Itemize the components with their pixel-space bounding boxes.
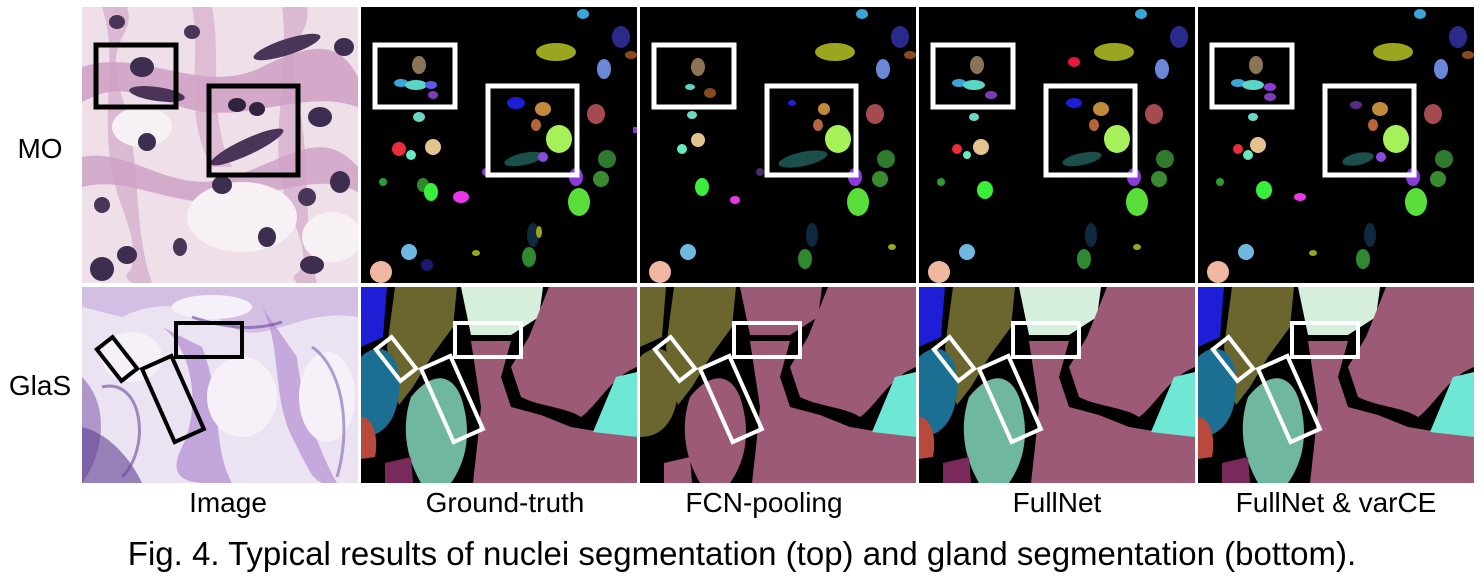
highlight-box [485,83,580,178]
mo-image-panel [82,7,358,283]
glas-fullnet-segmentation [919,287,1195,483]
highlight-box [1255,353,1323,445]
highlight-box [1043,83,1138,178]
highlight-box [1290,321,1360,359]
highlight-box [174,321,244,359]
glas-fullnet-varce-panel [1198,287,1474,483]
highlight-box [651,42,737,110]
column-label-image: Image [189,487,267,518]
highlight-box [764,83,859,178]
highlight-box [453,321,523,359]
mo-fullnet-varce-panel [1198,7,1474,283]
highlight-box [651,334,699,384]
glas-fullnet-varce-segmentation [1198,287,1474,483]
mo-fullnet-segmentation [919,7,1195,283]
glas-fcn-pooling-segmentation [640,287,916,483]
mo-fullnet-varce-segmentation [1198,7,1474,283]
column-label-fullnet-varce: FullNet & varCE [1235,487,1437,518]
column-label-fcn-pooling: FCN-pooling [685,487,843,518]
glas-fullnet-panel [919,287,1195,483]
row-label-mo: MO [17,133,63,164]
highlight-box [1209,42,1295,110]
highlight-box [1011,321,1081,359]
highlight-box [930,42,1016,110]
highlight-box [139,353,207,445]
glas-fcn-pooling-panel [640,287,916,483]
highlight-box [697,353,765,445]
highlight-box [930,334,978,384]
mo-histology-image [82,7,358,283]
mo-ground-truth-panel [361,7,637,283]
highlight-box [372,334,420,384]
column-label-ground-truth: Ground-truth [425,487,585,518]
glas-ground-truth-segmentation [361,287,637,483]
column-label-fullnet: FullNet [1012,487,1102,518]
highlight-box [732,321,802,359]
mo-fullnet-panel [919,7,1195,283]
mo-fcn-pooling-segmentation [640,7,916,283]
mo-fcn-pooling-panel [640,7,916,283]
glas-ground-truth-panel [361,287,637,483]
glas-histology-image [82,287,358,483]
highlight-box [206,83,301,178]
highlight-box [1209,334,1257,384]
highlight-box [418,353,486,445]
highlight-box [1322,83,1417,178]
mo-ground-truth-segmentation [361,7,637,283]
highlight-box [372,42,458,110]
highlight-box [93,334,141,384]
figure-caption: Fig. 4. Typical results of nuclei segmen… [127,535,1357,572]
highlight-box [93,42,179,110]
row-label-glas: GlaS [8,370,72,401]
highlight-box [976,353,1044,445]
glas-image-panel [82,287,358,483]
